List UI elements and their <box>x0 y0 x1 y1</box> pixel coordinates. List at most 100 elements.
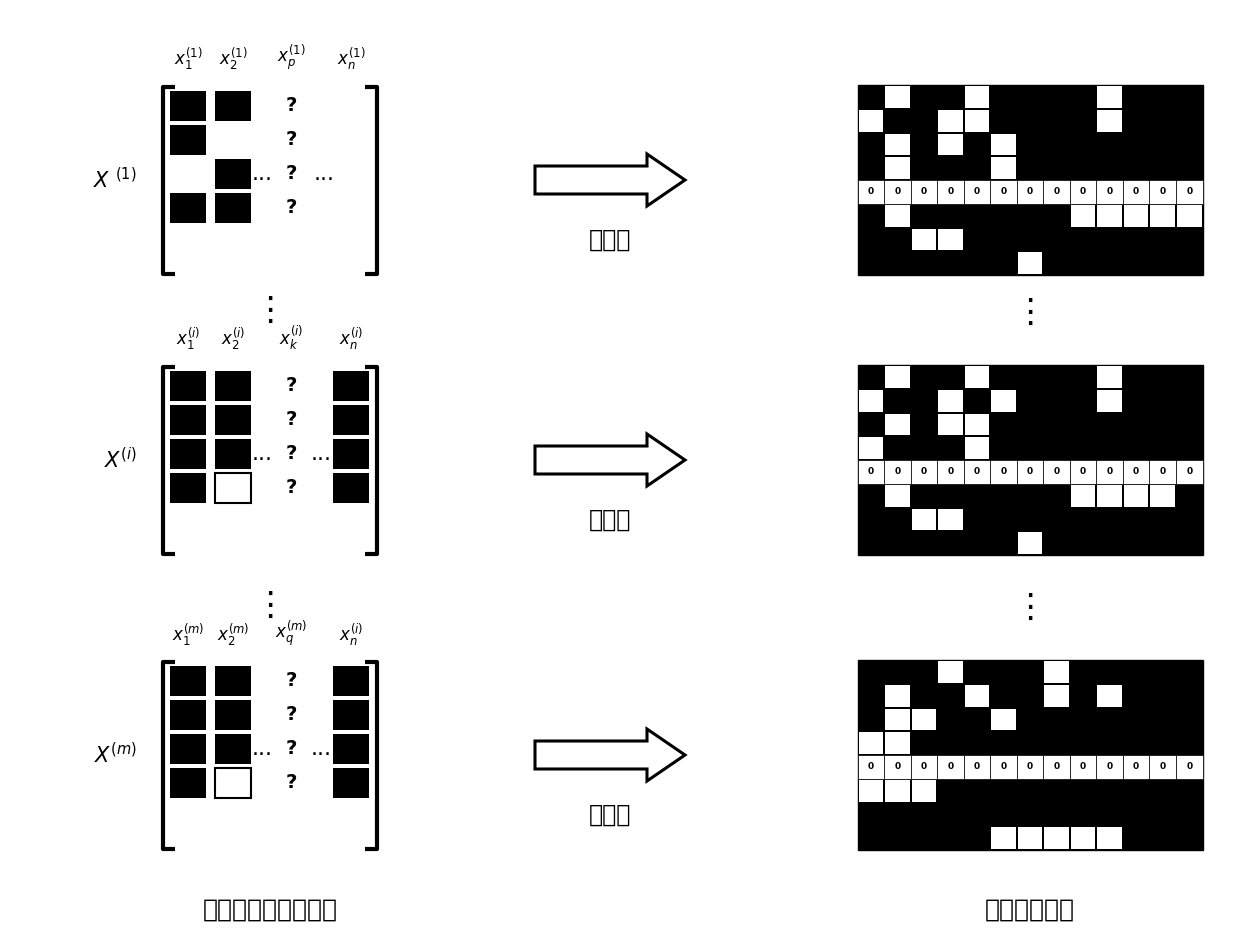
Bar <box>885 709 910 730</box>
Bar <box>885 414 910 435</box>
Bar <box>215 733 250 763</box>
Text: 0: 0 <box>973 187 980 196</box>
Bar <box>1123 205 1148 227</box>
Text: ?: ? <box>285 164 296 183</box>
Bar <box>1149 180 1176 204</box>
Text: $x_p^{(1)}$: $x_p^{(1)}$ <box>277 43 305 72</box>
Bar <box>1149 460 1176 484</box>
Bar <box>963 180 991 204</box>
Text: 0: 0 <box>1080 187 1086 196</box>
Bar <box>884 460 910 484</box>
Bar <box>858 85 1203 275</box>
Text: $x_1^{(1)}$: $x_1^{(1)}$ <box>174 46 202 72</box>
Bar <box>1070 755 1096 778</box>
Text: ?: ? <box>285 130 296 149</box>
Text: 0: 0 <box>947 187 954 196</box>
Bar <box>215 699 250 729</box>
Bar <box>1097 684 1122 707</box>
Bar <box>911 228 936 250</box>
Text: 0: 0 <box>1133 762 1140 772</box>
Text: ?: ? <box>285 410 296 429</box>
Bar <box>1177 205 1202 227</box>
Bar <box>1151 485 1176 507</box>
Bar <box>965 86 990 108</box>
Bar <box>170 90 206 120</box>
Text: $x_2^{(i)}$: $x_2^{(i)}$ <box>221 326 246 352</box>
Bar <box>910 180 937 204</box>
Text: $X^{(i)}$: $X^{(i)}$ <box>104 447 136 473</box>
Text: ?: ? <box>285 705 296 724</box>
Bar <box>170 370 206 400</box>
Bar <box>1176 460 1203 484</box>
Bar <box>155 657 384 853</box>
Bar <box>215 473 250 503</box>
Text: 0: 0 <box>868 467 874 477</box>
Bar <box>884 180 910 204</box>
Bar <box>885 684 910 707</box>
Bar <box>1018 532 1043 554</box>
Bar <box>911 709 936 730</box>
Bar <box>1097 827 1122 849</box>
Bar <box>939 133 962 155</box>
Bar <box>215 666 250 696</box>
Bar <box>334 767 370 797</box>
Text: ?: ? <box>285 198 296 217</box>
Bar <box>155 83 384 277</box>
Text: ···: ··· <box>252 450 273 470</box>
Text: 0: 0 <box>1054 187 1060 196</box>
FancyArrow shape <box>534 154 684 206</box>
Bar <box>1044 684 1069 707</box>
Bar <box>858 437 883 459</box>
Bar <box>1043 180 1070 204</box>
Text: 初始化: 初始化 <box>589 803 631 827</box>
Bar <box>991 157 1016 179</box>
Text: 0: 0 <box>1187 762 1193 772</box>
Bar <box>858 732 883 754</box>
Text: 0: 0 <box>1106 467 1112 477</box>
Bar <box>155 363 384 557</box>
Bar <box>1097 485 1122 507</box>
Text: ⋮: ⋮ <box>1013 590 1047 623</box>
Text: ···: ··· <box>252 745 273 765</box>
Text: 0: 0 <box>1080 762 1086 772</box>
Text: ⋮: ⋮ <box>1013 295 1047 328</box>
Bar <box>939 390 962 412</box>
Text: 初始化: 初始化 <box>589 508 631 532</box>
Text: ···: ··· <box>252 170 273 190</box>
Bar <box>885 366 910 387</box>
Text: 0: 0 <box>894 187 900 196</box>
FancyArrow shape <box>534 434 684 486</box>
Text: $x_2^{(1)}$: $x_2^{(1)}$ <box>218 46 247 72</box>
Text: $x_k^{(i)}$: $x_k^{(i)}$ <box>279 325 303 352</box>
Bar <box>170 438 206 468</box>
Bar <box>215 767 250 797</box>
Text: $x_n^{(i)}$: $x_n^{(i)}$ <box>339 326 363 352</box>
Text: 初始化: 初始化 <box>589 228 631 252</box>
Text: 0: 0 <box>1001 187 1007 196</box>
Bar <box>1017 460 1043 484</box>
Bar <box>885 732 910 754</box>
Text: 0: 0 <box>1001 762 1007 772</box>
Bar <box>170 473 206 503</box>
Bar <box>1070 460 1096 484</box>
Bar <box>1123 460 1149 484</box>
Bar <box>1017 180 1043 204</box>
Text: $x_n^{(1)}$: $x_n^{(1)}$ <box>337 46 366 72</box>
Bar <box>965 366 990 387</box>
Bar <box>1097 205 1122 227</box>
Bar <box>939 661 962 682</box>
Bar <box>991 460 1017 484</box>
Text: ?: ? <box>285 444 296 463</box>
Bar <box>937 755 963 778</box>
Bar <box>911 780 936 802</box>
Bar <box>1096 755 1123 778</box>
Text: 0: 0 <box>1159 187 1166 196</box>
Bar <box>965 414 990 435</box>
Bar <box>1123 180 1149 204</box>
Text: 0: 0 <box>1027 467 1033 477</box>
Bar <box>334 699 370 729</box>
Text: 0: 0 <box>947 467 954 477</box>
Text: 0: 0 <box>894 467 900 477</box>
Bar <box>885 485 910 507</box>
Bar <box>1097 366 1122 387</box>
